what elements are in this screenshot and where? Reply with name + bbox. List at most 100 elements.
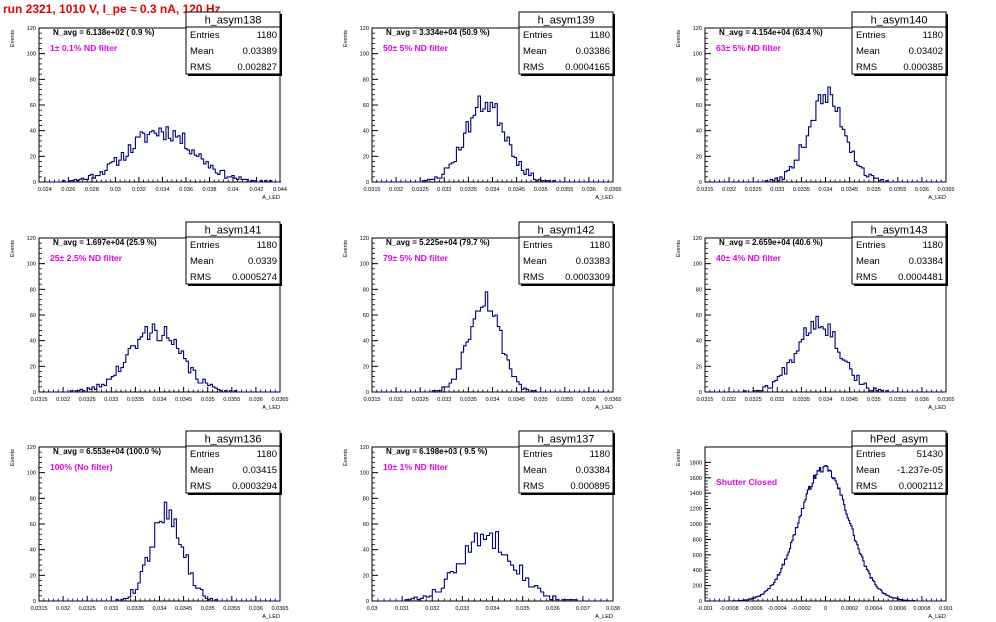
y-tick-label: 120 xyxy=(27,26,36,32)
histogram-panel-h_asym141: 0.0315 0.032 0.0325 0.033 0.0335 0.034 0.0345 0… xyxy=(10,221,289,411)
x-tick-label: 0.033 xyxy=(437,397,451,403)
x-tick-label: 0.0315 xyxy=(30,606,47,612)
x-tick-label: 0.04 xyxy=(228,187,239,193)
x-tick-label: 0.032 xyxy=(389,187,403,193)
x-tick-label: 0.0325 xyxy=(79,397,96,403)
histogram-panel-h_asym142: 0.0315 0.032 0.0325 0.033 0.0335 0.034 0.0345 0… xyxy=(343,221,622,411)
x-tick-label: 0.032 xyxy=(722,397,736,403)
stats-box xyxy=(851,430,947,494)
x-tick-label: 0.0315 xyxy=(30,397,47,403)
stats-label-entries: Entries xyxy=(856,240,886,251)
stats-box-title: h_asym139 xyxy=(538,15,595,27)
x-tick-label: 0.0345 xyxy=(841,187,858,193)
y-tick-label: 0 xyxy=(366,180,369,186)
y-axis-label: Events xyxy=(10,449,16,466)
y-tick-label: 60 xyxy=(363,522,369,528)
histogram-line xyxy=(39,126,282,183)
x-tick-label: 0.0335 xyxy=(460,397,477,403)
y-axis-label: Events xyxy=(10,240,16,257)
filter-label: 10± 1% ND filter xyxy=(383,462,449,472)
x-tick-label: 0.03 xyxy=(367,606,378,612)
stats-label-rms: RMS xyxy=(856,481,877,492)
x-tick-label: 0.031 xyxy=(395,606,409,612)
y-tick-label: 80 xyxy=(30,287,36,293)
x-tick-label: 0.032 xyxy=(389,397,403,403)
y-tick-label: 80 xyxy=(363,287,369,293)
x-tick-label: 0.033 xyxy=(770,397,784,403)
stats-value-mean: 0.0339 xyxy=(248,256,277,267)
y-tick-label: 100 xyxy=(27,52,36,58)
stats-box xyxy=(185,221,281,285)
stats-label-mean: Mean xyxy=(190,46,214,57)
x-tick-label: 0.0315 xyxy=(696,187,713,193)
stats-label-entries: Entries xyxy=(523,240,553,251)
histogram-line xyxy=(705,86,946,183)
x-axis-label: A_LED xyxy=(595,405,613,411)
y-tick-label: 40 xyxy=(696,129,702,135)
stats-box xyxy=(518,430,614,494)
n-avg-label: N_avg = 6.198e+03 ( 9.5 %) xyxy=(386,447,488,456)
y-tick-label: 120 xyxy=(27,445,36,451)
x-tick-label: 0.033 xyxy=(437,187,451,193)
stats-value-mean: 0.03389 xyxy=(243,46,277,57)
y-tick-label: 1000 xyxy=(690,522,702,528)
x-tick-label: 0.0345 xyxy=(841,397,858,403)
y-tick-label: 0 xyxy=(33,180,36,186)
x-tick-label: 0.028 xyxy=(85,187,99,193)
n-avg-label: N_avg = 3.334e+04 (50.9 %) xyxy=(386,28,490,37)
x-tick-label: 0.0006 xyxy=(889,606,906,612)
filter-label: Shutter Closed xyxy=(716,477,777,487)
x-axis-label: A_LED xyxy=(928,195,946,201)
x-tick-label: 0.036 xyxy=(915,187,929,193)
y-tick-label: 120 xyxy=(693,236,702,242)
histogram-panel-h_asym137: 0.03 0.031 0.032 0.033 0.034 0.035 0.036 0.037 0… xyxy=(343,430,620,620)
stats-box-title: h_asym142 xyxy=(538,225,595,237)
y-tick-label: 0 xyxy=(699,180,702,186)
x-tick-label: 0.034 xyxy=(155,187,169,193)
y-tick-label: 40 xyxy=(363,548,369,554)
x-tick-label: 0.0345 xyxy=(508,397,525,403)
x-tick-label: 0.0355 xyxy=(556,397,573,403)
x-tick-label: 0.0325 xyxy=(412,397,429,403)
histogram-panel-h_asym140: 0.0315 0.032 0.0325 0.033 0.0335 0.034 0.0345 0… xyxy=(676,11,955,201)
stats-label-entries: Entries xyxy=(856,449,886,460)
y-tick-label: 40 xyxy=(30,129,36,135)
y-tick-label: 1200 xyxy=(690,507,702,513)
x-tick-label: 0.0004 xyxy=(865,606,882,612)
y-tick-label: 1600 xyxy=(690,476,702,482)
stats-label-mean: Mean xyxy=(856,46,880,57)
stats-box xyxy=(185,11,281,75)
stats-box-title: h_asym140 xyxy=(871,15,928,27)
y-tick-label: 60 xyxy=(30,522,36,528)
stats-box xyxy=(518,11,614,75)
x-tick-label: 0.032 xyxy=(132,187,146,193)
x-tick-label: 0.0365 xyxy=(271,606,288,612)
x-tick-label: 0.0315 xyxy=(696,397,713,403)
n-avg-label: N_avg = 5.225e+04 (79.7 %) xyxy=(386,238,490,247)
stats-label-rms: RMS xyxy=(523,481,544,492)
n-avg-label: N_avg = 6.553e+04 (100.0 %) xyxy=(53,447,161,456)
histogram-line xyxy=(372,95,613,183)
y-tick-label: 120 xyxy=(693,26,702,32)
x-tick-label: 0.036 xyxy=(582,187,596,193)
y-tick-label: 20 xyxy=(30,364,36,370)
y-tick-label: 0 xyxy=(33,390,36,396)
x-tick-label: 0.036 xyxy=(915,397,929,403)
x-tick-label: 0.0325 xyxy=(745,187,762,193)
stats-label-entries: Entries xyxy=(523,449,553,460)
stats-value-entries: 1180 xyxy=(590,240,610,251)
y-tick-label: 20 xyxy=(30,154,36,160)
stats-label-mean: Mean xyxy=(190,256,214,267)
stats-value-entries: 1180 xyxy=(590,449,610,460)
x-tick-label: 0.0365 xyxy=(937,397,954,403)
stats-value-rms: 0.0003309 xyxy=(565,272,610,283)
y-tick-label: 600 xyxy=(693,553,702,559)
histogram-line xyxy=(372,291,613,393)
x-tick-label: 0.0365 xyxy=(937,187,954,193)
stats-value-rms: 0.0005274 xyxy=(232,272,277,283)
histogram-line xyxy=(372,531,613,602)
y-tick-label: 400 xyxy=(693,568,702,574)
stats-value-entries: 1180 xyxy=(923,240,943,251)
y-axis-label: Events xyxy=(10,30,16,47)
y-tick-label: 40 xyxy=(696,339,702,345)
